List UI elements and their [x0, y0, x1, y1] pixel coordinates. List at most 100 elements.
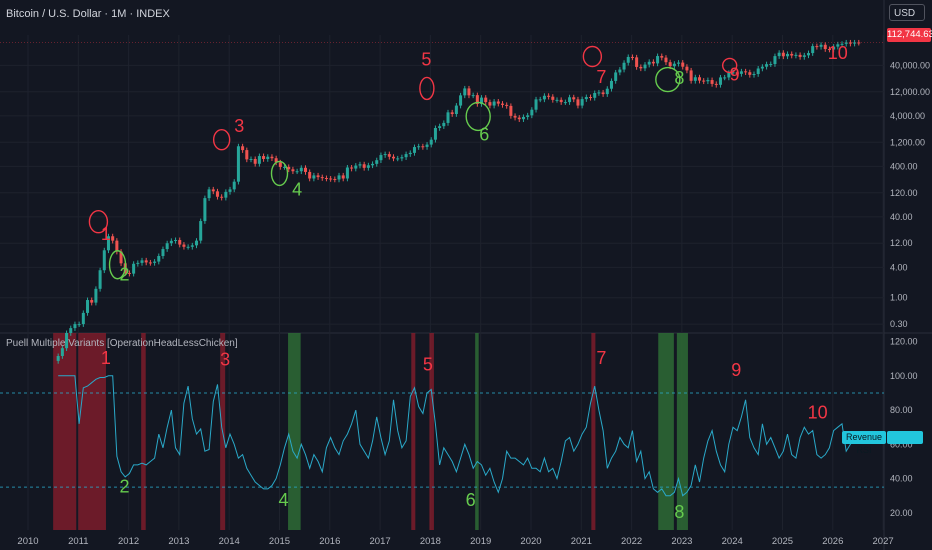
time-tick-label: 2024: [722, 536, 743, 547]
candle-body: [714, 83, 718, 85]
candle-body: [165, 243, 169, 250]
annotation-circle: [465, 101, 491, 132]
candle-body: [303, 167, 307, 172]
candle-body: [86, 300, 90, 313]
price-annotation-label: 9: [730, 65, 740, 85]
annotation-circle: [655, 66, 681, 93]
candle-body: [190, 245, 194, 247]
candle-body: [693, 77, 697, 81]
candle-body: [798, 54, 802, 57]
candle-body: [530, 109, 534, 116]
candle-body: [597, 92, 601, 94]
candle-body: [69, 328, 73, 333]
rsi-axis-marker: [887, 431, 923, 444]
candle-body: [132, 263, 136, 274]
candle-body: [207, 189, 211, 199]
candle-body: [542, 95, 546, 100]
candle-body: [245, 150, 249, 160]
candle-body: [547, 95, 551, 97]
candle-body: [840, 43, 844, 45]
candle-body: [769, 64, 773, 66]
annotation-circle: [88, 210, 109, 234]
rsi-annotation-label: 3: [220, 350, 230, 370]
candle-body: [576, 99, 580, 106]
overbought-zone: [411, 333, 416, 530]
candle-body: [677, 62, 681, 64]
time-tick-label: 2017: [370, 536, 391, 547]
candle-body: [681, 62, 685, 67]
overbought-zone: [591, 333, 596, 530]
candle-body: [241, 146, 245, 151]
candle-body: [496, 101, 500, 104]
time-tick-label: 2010: [17, 536, 38, 547]
candle-body: [811, 46, 815, 54]
candle-body: [806, 53, 810, 56]
rsi-annotation-label: 7: [596, 348, 606, 368]
candle-body: [685, 66, 689, 71]
candle-body: [178, 240, 182, 245]
rsi-annotation-label: 4: [278, 490, 288, 510]
rsi-tick-label: 80.00: [890, 405, 913, 415]
time-tick-label: 2018: [420, 536, 441, 547]
candle-body: [215, 191, 219, 197]
candle-body: [744, 71, 748, 73]
price-annotation-label: 6: [479, 125, 489, 145]
last-price-badge: 112,744.63: [887, 28, 932, 42]
candle-body: [140, 260, 144, 263]
candle-body: [668, 62, 672, 67]
candle-body: [526, 115, 530, 117]
rsi-annotation-label: 1: [101, 348, 111, 368]
candle-body: [270, 156, 274, 159]
candle-body: [593, 93, 597, 98]
candle-body: [358, 164, 362, 166]
candle-body: [752, 74, 756, 76]
currency-selector[interactable]: USD: [889, 4, 925, 21]
candle-body: [224, 191, 228, 198]
candle-body: [278, 162, 282, 167]
candle-body: [815, 46, 819, 48]
candle-body: [400, 157, 404, 159]
rsi-annotation-label: 5: [423, 355, 433, 375]
candle-body: [832, 46, 836, 50]
candle-body: [81, 312, 85, 325]
candle-body: [387, 154, 391, 157]
candle-body: [848, 42, 852, 44]
candle-body: [626, 56, 630, 63]
price-tick-label: 1,200.00: [890, 137, 925, 147]
candle-body: [102, 250, 106, 271]
overbought-zone: [141, 333, 146, 530]
candle-body: [765, 64, 769, 67]
time-tick-label: 2020: [520, 536, 541, 547]
candle-body: [371, 163, 375, 166]
candle-body: [643, 64, 647, 69]
candle-body: [580, 99, 584, 106]
candle-body: [773, 56, 777, 65]
candle-body: [488, 102, 492, 106]
candle-body: [781, 52, 785, 57]
price-tick-label: 120.00: [890, 188, 918, 198]
candle-body: [538, 99, 542, 101]
price-annotation-label: 5: [421, 49, 431, 69]
candle-body: [316, 175, 320, 178]
candle-body: [727, 72, 731, 78]
candle-body: [249, 158, 253, 160]
candle-body: [73, 324, 77, 329]
candle-body: [392, 156, 396, 159]
candle-body: [220, 196, 224, 198]
candle-body: [635, 57, 639, 67]
candle-body: [647, 61, 651, 65]
candle-body: [60, 348, 64, 357]
rsi-series-label: Revenue RSI: [842, 431, 886, 455]
candle-body: [697, 77, 702, 81]
price-tick-label: 1.00: [890, 293, 908, 303]
candle-body: [639, 66, 643, 69]
candle-body: [228, 189, 232, 192]
candle-body: [559, 99, 563, 103]
candle-body: [689, 70, 693, 81]
candle-body: [341, 175, 345, 179]
price-tick-label: 12,000.00: [890, 87, 930, 97]
candle-body: [333, 178, 337, 180]
candle-body: [446, 112, 450, 123]
candle-body: [203, 198, 207, 222]
